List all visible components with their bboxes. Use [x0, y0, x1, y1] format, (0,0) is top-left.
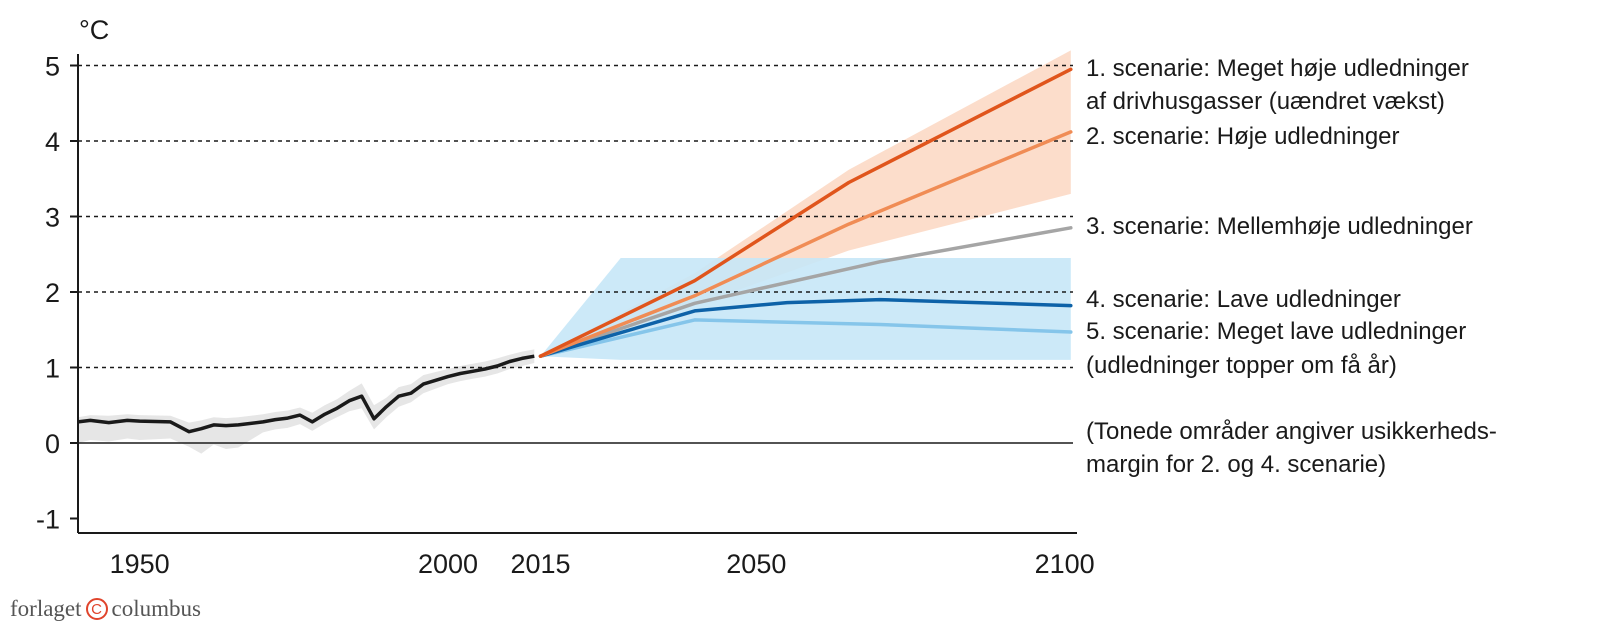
- historical-line: [77, 354, 535, 434]
- uncertainty-band-2: [540, 258, 1071, 360]
- y-tick-label: 2: [45, 278, 60, 308]
- y-tick-label: 3: [45, 203, 60, 233]
- y-tick-label: -1: [36, 505, 60, 535]
- publisher-name-right: columbus: [111, 596, 201, 621]
- scenario-label-5: 5. scenarie: Meget lave udledninger: [1086, 318, 1466, 345]
- scenario-label-3: 3. scenarie: Mellemhøje udledninger: [1086, 213, 1473, 240]
- scenario-line-2: [538, 130, 1073, 358]
- copyright-icon: C: [85, 598, 108, 620]
- uncertainty-band-1: [540, 50, 1071, 357]
- scenario-label-4: 4. scenarie: Lave udledninger: [1086, 286, 1401, 313]
- y-tick-label: 4: [45, 127, 60, 157]
- x-tick-label: 1950: [110, 549, 170, 579]
- x-tick-label: 2100: [1035, 549, 1095, 579]
- y-tick-label: 1: [45, 354, 60, 384]
- scenario-label-1-line2: af drivhusgasser (uændret vækst): [1086, 88, 1445, 115]
- x-tick-label: 2000: [418, 549, 478, 579]
- scenario-label-2: 2. scenarie: Høje udledninger: [1086, 123, 1400, 150]
- y-unit-label: °C: [79, 15, 109, 45]
- scenario-line-4: [538, 297, 1073, 358]
- scenario-label-5-line2: (udledninger topper om få år): [1086, 352, 1397, 379]
- x-tick-label: 2050: [726, 549, 786, 579]
- scenario-label-1: 1. scenarie: Meget høje udledninger: [1086, 55, 1469, 82]
- uncertainty-note-line1: (Tonede områder angiver usikkerheds-: [1086, 418, 1497, 445]
- uncertainty-note-line2: margin for 2. og 4. scenarie): [1086, 451, 1386, 478]
- y-tick-label: 5: [45, 52, 60, 82]
- publisher-logo: forlaget C columbus: [10, 596, 201, 622]
- x-tick-label: 2015: [510, 549, 570, 579]
- scenario-line-1: [538, 67, 1073, 358]
- scenario-line-3: [538, 226, 1073, 358]
- historical-uncertainty-band: [78, 349, 535, 454]
- scenario-line-5: [538, 318, 1073, 358]
- publisher-name-left: forlaget: [10, 596, 82, 621]
- y-tick-label: 0: [45, 429, 60, 459]
